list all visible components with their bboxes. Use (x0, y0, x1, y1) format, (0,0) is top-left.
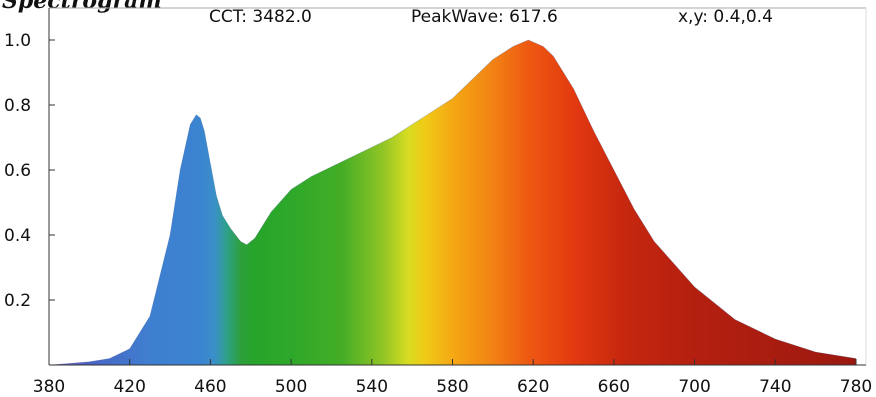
x-tick-label: 620 (517, 377, 549, 397)
spectrum-series-area (48, 39, 857, 366)
cct-readout: CCT: 3482.0 (209, 7, 312, 27)
chromaticity-readout: x,y: 0.4,0.4 (678, 7, 773, 27)
x-tick-label: 580 (436, 377, 468, 397)
x-tick-label: 740 (759, 377, 791, 397)
x-tick-label: 780 (840, 377, 872, 397)
plot-frame (49, 7, 867, 365)
x-tick-label: 460 (194, 377, 226, 397)
x-tick-label: 500 (275, 377, 307, 397)
y-tick-label: 0.4 (4, 226, 31, 246)
x-tick-label: 540 (356, 377, 388, 397)
page-title: Spectrogram (2, 0, 162, 14)
x-tick-label: 700 (678, 377, 710, 397)
x-tick-label: 380 (33, 377, 65, 397)
peak-wave-readout: PeakWave: 617.6 (411, 7, 558, 27)
x-tick-label: 420 (113, 377, 145, 397)
y-tick-label: 0.6 (4, 161, 31, 181)
x-tick-label: 660 (598, 377, 630, 397)
y-tick-label: 1.0 (4, 31, 31, 51)
spectrum-area-layer (48, 39, 857, 366)
axes-layer: 0.2 0.4 0.6 0.8 1.0 380 420 460 500 540 580 620 660 7… (4, 8, 872, 397)
y-tick-label: 0.2 (4, 291, 31, 311)
y-tick-label: 0.8 (4, 96, 31, 116)
